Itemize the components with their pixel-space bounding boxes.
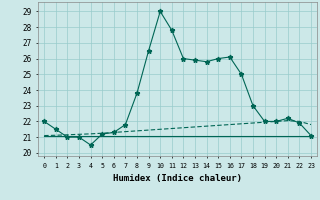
- X-axis label: Humidex (Indice chaleur): Humidex (Indice chaleur): [113, 174, 242, 184]
